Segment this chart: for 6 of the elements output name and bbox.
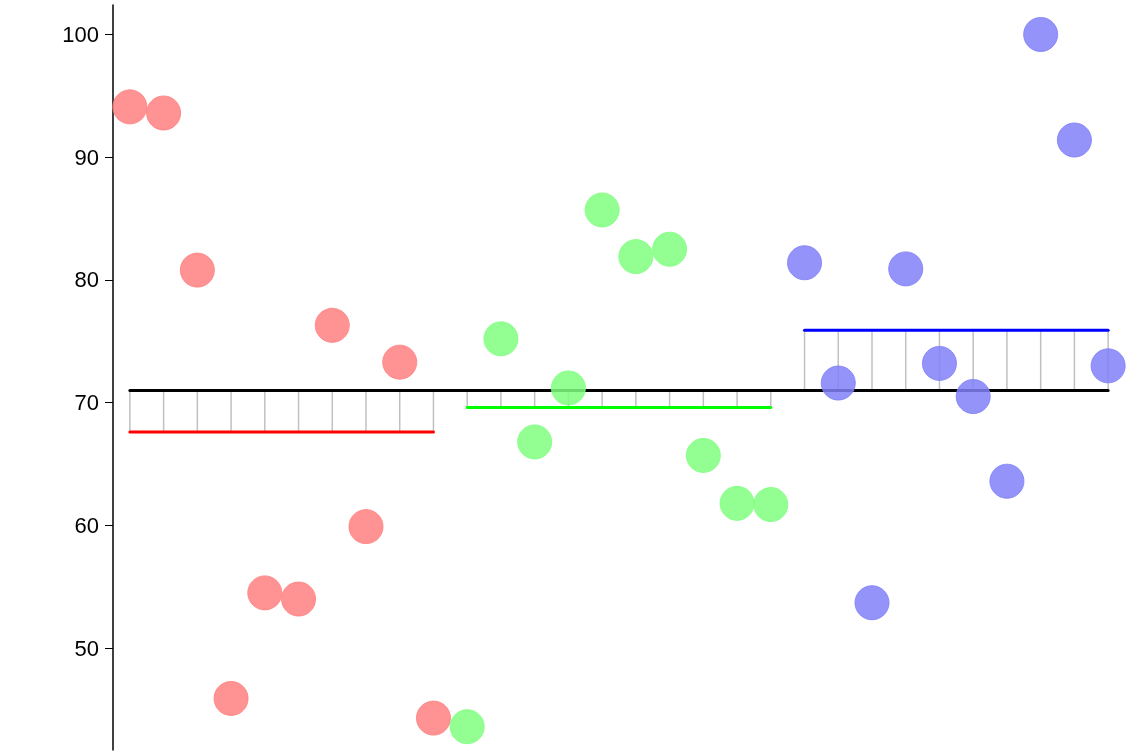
y-tick-label: 100 [62,21,99,47]
y-tick-label: 50 [74,635,99,661]
y-tick-label: 70 [74,390,99,416]
y-tick-label: 80 [74,267,99,293]
y-tick-label: 60 [74,512,99,538]
y-tick-label: 90 [74,144,99,170]
